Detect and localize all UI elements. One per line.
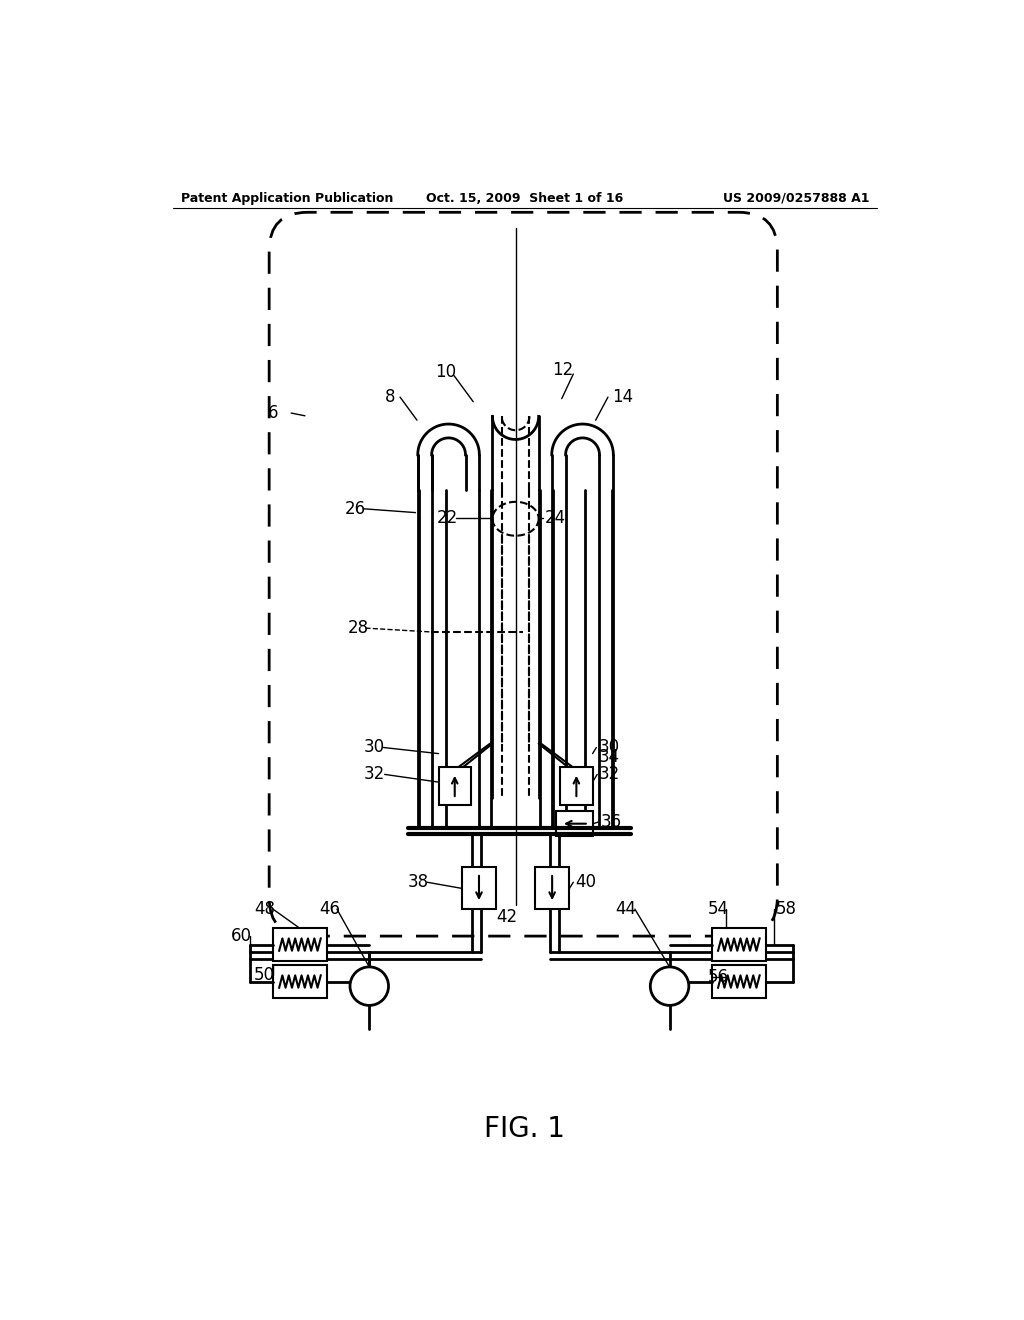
Bar	[273, 965, 327, 998]
Text: 36: 36	[600, 813, 622, 832]
Bar	[560, 767, 593, 805]
Bar	[462, 867, 497, 909]
Text: 8: 8	[385, 388, 395, 407]
Text: 40: 40	[575, 874, 597, 891]
Text: 50: 50	[254, 966, 274, 983]
Text: FIG. 1: FIG. 1	[484, 1114, 565, 1143]
Text: 14: 14	[611, 388, 633, 407]
Bar	[438, 767, 471, 805]
Text: Patent Application Publication: Patent Application Publication	[180, 191, 393, 205]
Text: 34: 34	[599, 748, 620, 767]
Text: 28: 28	[348, 619, 369, 638]
Text: 26: 26	[345, 500, 366, 517]
Text: 48: 48	[254, 900, 274, 919]
Text: 22: 22	[437, 510, 459, 527]
Text: 60: 60	[230, 927, 252, 945]
Bar	[556, 812, 593, 836]
Text: 58: 58	[776, 900, 797, 919]
Text: 42: 42	[497, 908, 517, 925]
Circle shape	[650, 966, 689, 1006]
Text: 30: 30	[364, 738, 385, 756]
Text: 38: 38	[408, 874, 429, 891]
Bar	[712, 965, 766, 998]
Text: 44: 44	[615, 900, 637, 919]
Text: 32: 32	[364, 766, 385, 783]
Text: 6: 6	[267, 404, 279, 421]
Text: 30: 30	[599, 738, 620, 756]
Bar	[535, 867, 569, 909]
Bar	[273, 928, 327, 961]
Text: 54: 54	[708, 900, 729, 919]
Text: 56: 56	[708, 968, 729, 986]
Text: 10: 10	[435, 363, 456, 381]
Bar	[712, 928, 766, 961]
Text: 12: 12	[553, 362, 573, 379]
Text: 46: 46	[319, 900, 340, 919]
Circle shape	[350, 966, 388, 1006]
Text: 32: 32	[599, 766, 620, 783]
Text: Oct. 15, 2009  Sheet 1 of 16: Oct. 15, 2009 Sheet 1 of 16	[426, 191, 624, 205]
Text: US 2009/0257888 A1: US 2009/0257888 A1	[723, 191, 869, 205]
Text: 24: 24	[545, 510, 566, 527]
